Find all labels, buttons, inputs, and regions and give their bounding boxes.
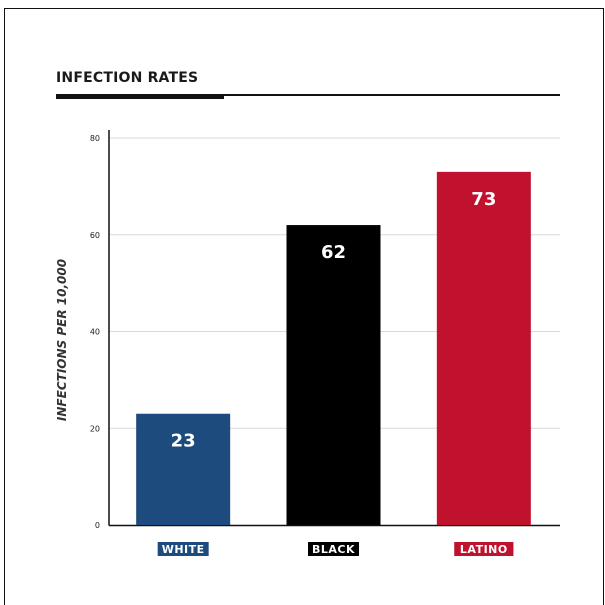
bar-value-label: 23 <box>171 431 196 452</box>
x-tick-label: LATINO <box>460 543 508 556</box>
category-badge <box>454 542 514 556</box>
bar <box>436 171 531 526</box>
bar-value-label: 62 <box>321 242 346 263</box>
category-badge <box>308 542 359 556</box>
title-rule <box>56 94 560 96</box>
x-tick-label: WHITE <box>162 543 205 556</box>
category-badge <box>157 542 209 556</box>
bar <box>286 225 381 525</box>
y-tick-label: 60 <box>90 231 100 240</box>
title-rule-accent <box>56 94 224 99</box>
bar <box>136 413 231 525</box>
x-tick-label: BLACK <box>312 543 355 556</box>
y-tick-label: 80 <box>90 134 100 143</box>
chart-title: INFECTION RATES <box>56 70 199 86</box>
y-tick-label: 0 <box>95 521 100 530</box>
y-tick-label: 20 <box>90 424 100 433</box>
chart-frame <box>4 8 604 605</box>
y-tick-label: 40 <box>90 328 100 337</box>
bar-value-label: 73 <box>471 189 496 210</box>
